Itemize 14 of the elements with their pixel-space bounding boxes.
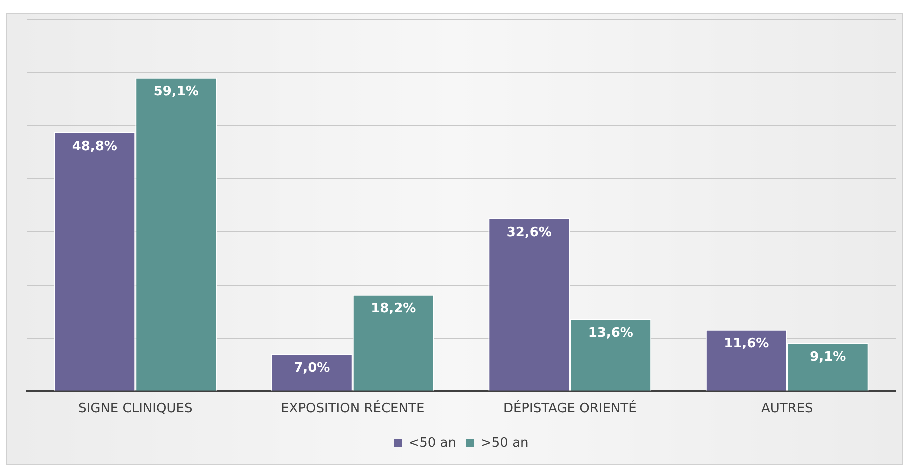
legend-label: <50 an: [408, 436, 457, 451]
x-tick-label: EXPOSITION RÉCENTE: [281, 400, 425, 417]
x-tick-label: AUTRES: [761, 402, 814, 417]
x-tick-label: SIGNE CLINIQUES: [78, 402, 193, 417]
data-label: 59,1%: [154, 84, 199, 100]
data-label: 11,6%: [724, 336, 770, 352]
legend-label: >50 an: [481, 436, 529, 451]
data-label: 18,2%: [371, 302, 416, 317]
data-label: 13,6%: [588, 326, 634, 342]
data-label: 9,1%: [810, 350, 846, 365]
data-label: 7,0%: [294, 361, 330, 376]
data-label: 48,8%: [72, 139, 118, 154]
data-label: 32,6%: [506, 225, 552, 240]
x-tick-label: DÉPISTAGE ORIENTÉ: [503, 400, 637, 417]
